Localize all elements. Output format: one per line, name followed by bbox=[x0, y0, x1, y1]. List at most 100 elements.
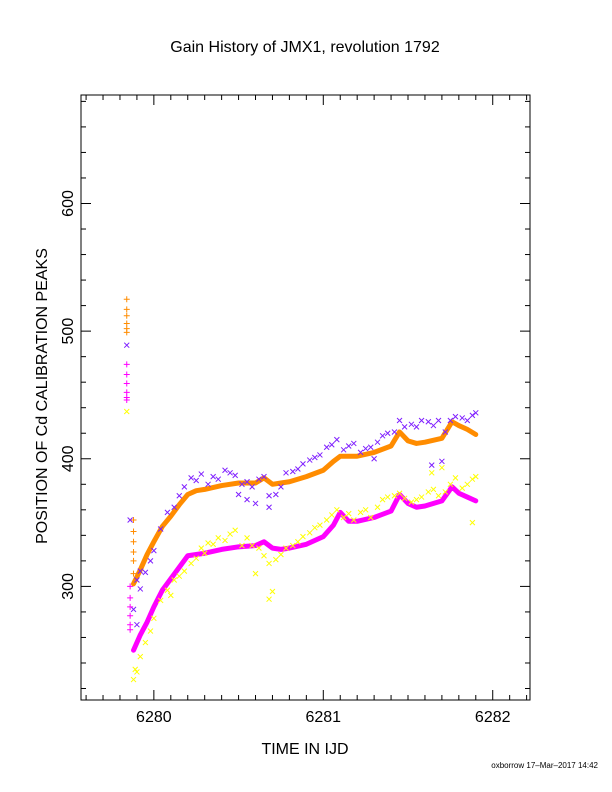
data-point bbox=[198, 545, 205, 551]
data-point bbox=[379, 496, 386, 503]
data-point bbox=[123, 342, 130, 349]
data-point bbox=[215, 535, 222, 541]
data-point bbox=[181, 568, 188, 574]
data-point bbox=[311, 454, 318, 461]
data-point bbox=[205, 540, 211, 546]
data-point bbox=[244, 478, 250, 485]
data-point bbox=[210, 541, 217, 548]
data-point bbox=[452, 413, 459, 420]
data-point bbox=[306, 529, 313, 536]
chart-title: Gain History of JMX1, revolution 1792 bbox=[170, 39, 440, 56]
data-point bbox=[283, 545, 289, 551]
data-point bbox=[142, 569, 149, 576]
data-point bbox=[222, 467, 228, 474]
data-point bbox=[123, 397, 130, 404]
data-point bbox=[235, 491, 242, 498]
data-point bbox=[469, 412, 476, 419]
data-point bbox=[164, 509, 171, 516]
data-point bbox=[147, 628, 154, 634]
data-point bbox=[239, 481, 245, 488]
data-point bbox=[266, 596, 272, 603]
data-point bbox=[430, 422, 437, 429]
y-axis-label: POSITION OF Cd CALIBRATION PEAKS bbox=[34, 248, 51, 544]
data-point bbox=[181, 483, 188, 490]
y-tick-label: 300 bbox=[60, 573, 77, 600]
data-point bbox=[295, 538, 301, 545]
data-point bbox=[396, 490, 403, 497]
data-point bbox=[123, 320, 130, 327]
data-point bbox=[123, 380, 130, 387]
data-point bbox=[227, 469, 233, 476]
data-point bbox=[167, 592, 174, 599]
series-2 bbox=[123, 342, 479, 628]
data-point bbox=[408, 421, 415, 428]
data-point bbox=[333, 506, 340, 513]
data-point bbox=[350, 517, 357, 523]
data-point bbox=[396, 417, 403, 424]
data-point bbox=[147, 558, 154, 564]
data-point bbox=[447, 417, 454, 424]
data-point bbox=[289, 542, 296, 549]
data-point bbox=[127, 626, 134, 633]
series-5 bbox=[123, 408, 479, 683]
data-point bbox=[408, 499, 415, 506]
data-point bbox=[278, 483, 284, 490]
data-point bbox=[134, 577, 140, 583]
data-point bbox=[350, 440, 357, 447]
data-point bbox=[345, 510, 352, 517]
data-point bbox=[266, 492, 272, 499]
data-point bbox=[323, 444, 330, 451]
data-point bbox=[130, 606, 137, 613]
data-point bbox=[157, 526, 164, 532]
data-point bbox=[435, 417, 442, 424]
series-0 bbox=[131, 419, 479, 587]
data-point bbox=[295, 466, 301, 472]
data-point bbox=[127, 594, 134, 601]
data-point bbox=[127, 517, 133, 523]
data-point bbox=[201, 550, 208, 557]
data-point bbox=[317, 522, 323, 528]
data-point bbox=[435, 492, 442, 499]
data-point bbox=[374, 504, 381, 511]
data-point bbox=[428, 462, 435, 469]
data-point bbox=[134, 621, 140, 628]
data-point bbox=[137, 653, 144, 660]
series-4 bbox=[123, 361, 134, 633]
data-point bbox=[425, 489, 432, 495]
data-point bbox=[123, 408, 130, 415]
data-point bbox=[261, 552, 267, 559]
data-point bbox=[210, 473, 217, 480]
data-point bbox=[371, 455, 377, 462]
data-point bbox=[151, 547, 157, 554]
y-tick-label: 600 bbox=[60, 190, 77, 217]
axis-ticks bbox=[81, 95, 530, 700]
data-point bbox=[272, 491, 279, 498]
data-point bbox=[418, 494, 425, 500]
data-point bbox=[442, 489, 449, 495]
series-line bbox=[131, 484, 479, 653]
data-point bbox=[176, 492, 183, 499]
data-point bbox=[249, 483, 255, 490]
data-point bbox=[130, 528, 137, 535]
series-line bbox=[131, 419, 479, 587]
data-point bbox=[123, 361, 130, 368]
data-point bbox=[244, 496, 250, 503]
data-point bbox=[367, 444, 374, 451]
data-point bbox=[269, 588, 276, 595]
data-point bbox=[459, 485, 466, 491]
data-point bbox=[130, 557, 137, 564]
data-point bbox=[127, 612, 134, 619]
x-tick-label: 6281 bbox=[305, 709, 341, 726]
data-point bbox=[215, 476, 222, 483]
data-point bbox=[464, 481, 471, 488]
data-point bbox=[357, 509, 364, 516]
data-point bbox=[137, 568, 144, 574]
data-point bbox=[266, 504, 272, 511]
x-tick-label: 6280 bbox=[136, 709, 172, 726]
data-point bbox=[459, 415, 466, 421]
data-point bbox=[413, 496, 420, 503]
data-point bbox=[227, 531, 233, 537]
footer-stamp: oxborrow 17–Mar–2017 14:42 bbox=[491, 761, 598, 770]
data-point bbox=[164, 587, 171, 594]
